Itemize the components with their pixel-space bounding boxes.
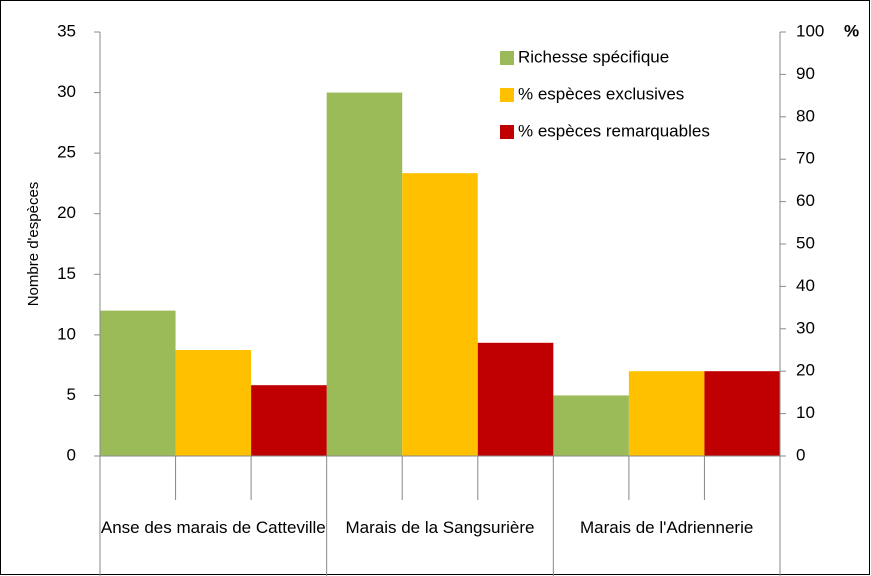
y-tick-label: 25 bbox=[57, 143, 76, 162]
x-tick-label: Marais de la Sangsurière bbox=[345, 518, 535, 537]
y2-tick-label: 100 bbox=[796, 21, 824, 40]
bar bbox=[477, 342, 554, 456]
legend-label: % espèces remarquables bbox=[518, 121, 710, 140]
y2-tick-label: 20 bbox=[796, 361, 815, 380]
y-tick-label: 0 bbox=[67, 445, 76, 464]
y2-tick-label: 10 bbox=[796, 403, 815, 422]
y2-tick-label: 40 bbox=[796, 276, 815, 295]
bar bbox=[251, 385, 327, 456]
x-tick-label-box: Marais de la Sangsurière bbox=[345, 518, 535, 537]
y2-tick-label: 80 bbox=[796, 106, 815, 125]
bar bbox=[326, 92, 403, 457]
y2-tick-label: 90 bbox=[796, 64, 815, 83]
y-tick-label: 5 bbox=[67, 385, 76, 404]
bar bbox=[100, 310, 176, 456]
y-tick-label: 20 bbox=[57, 203, 76, 222]
y2-tick-label: 60 bbox=[796, 191, 815, 210]
y-tick-label: 30 bbox=[57, 82, 76, 101]
y2-axis-label: % bbox=[844, 21, 859, 40]
x-tick-label: Marais de l'Adriennerie bbox=[579, 518, 754, 537]
legend-swatch bbox=[500, 125, 514, 139]
legend-swatch bbox=[500, 51, 514, 65]
bar bbox=[553, 395, 629, 456]
y-tick-label: 15 bbox=[57, 264, 76, 283]
x-tick-label-box: Marais de l'Adriennerie bbox=[579, 518, 754, 537]
legend-label: Richesse spécifique bbox=[518, 47, 669, 66]
x-tick-label-box: Anse des marais de Catteville bbox=[100, 518, 326, 537]
y2-tick-label: 30 bbox=[796, 318, 815, 337]
y-tick-label: 10 bbox=[57, 324, 76, 343]
legend-label: % espèces exclusives bbox=[518, 84, 684, 103]
legend-swatch bbox=[500, 88, 514, 102]
y-tick-label: 35 bbox=[57, 21, 76, 40]
bar bbox=[704, 371, 780, 456]
y-axis-label: Nombre d'espèces bbox=[25, 182, 42, 307]
y2-tick-label: 0 bbox=[796, 445, 805, 464]
y2-tick-label: 50 bbox=[796, 233, 815, 252]
x-tick-label: Anse des marais de Catteville bbox=[100, 518, 326, 537]
y2-tick-label: 70 bbox=[796, 149, 815, 168]
bar bbox=[628, 371, 705, 456]
bar bbox=[175, 350, 252, 456]
bar bbox=[402, 173, 478, 456]
